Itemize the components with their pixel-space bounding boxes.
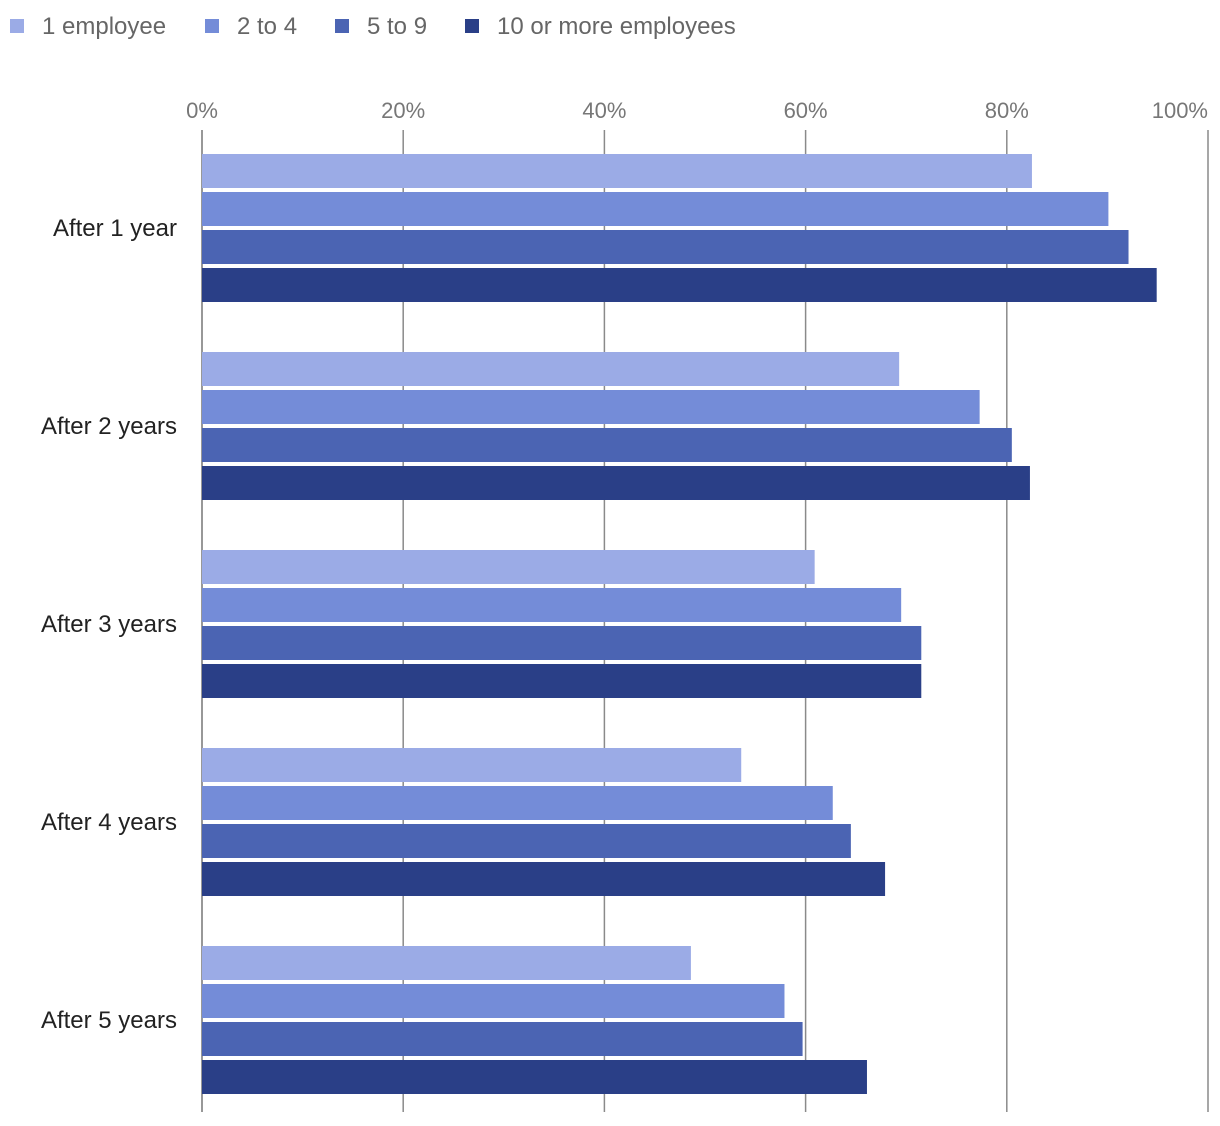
legend-swatch	[335, 19, 349, 33]
x-tick-label: 100%	[1152, 98, 1208, 123]
bar	[202, 154, 1032, 188]
bars	[202, 154, 1157, 1094]
x-tick-label: 0%	[186, 98, 218, 123]
bar	[202, 626, 922, 660]
bar	[202, 786, 833, 820]
bar	[202, 862, 886, 896]
bar	[202, 268, 1157, 302]
legend-label: 1 employee	[42, 13, 166, 40]
bar	[202, 352, 900, 386]
category-label: After 5 years	[41, 1007, 177, 1034]
x-axis-ticks: 0% 20% 40% 60% 80% 100%	[186, 98, 1208, 123]
category-label: After 2 years	[41, 413, 177, 440]
x-tick-label: 60%	[784, 98, 828, 123]
y-axis-categories: After 1 year After 2 years After 3 years Af…	[41, 215, 177, 1034]
bar	[202, 1022, 803, 1056]
legend-label: 10 or more employees	[497, 13, 736, 40]
category-label: After 1 year	[53, 215, 177, 242]
legend-swatch	[205, 19, 219, 33]
bar	[202, 192, 1109, 226]
bar	[202, 550, 815, 584]
bar	[202, 1060, 867, 1094]
x-tick-label: 80%	[985, 98, 1029, 123]
bar	[202, 428, 1012, 462]
legend-label: 2 to 4	[237, 13, 297, 40]
legend: 1 employee 2 to 4 5 to 9 10 or more employe…	[10, 13, 736, 40]
legend-swatch	[465, 19, 479, 33]
bar	[202, 230, 1129, 264]
x-tick-label: 20%	[381, 98, 425, 123]
bar	[202, 984, 785, 1018]
bar	[202, 588, 902, 622]
bar	[202, 946, 691, 980]
bar	[202, 390, 980, 424]
x-tick-label: 40%	[582, 98, 626, 123]
category-label: After 4 years	[41, 809, 177, 836]
bar	[202, 664, 922, 698]
bar	[202, 466, 1030, 500]
bar	[202, 748, 742, 782]
legend-swatch	[10, 19, 24, 33]
bar	[202, 824, 851, 858]
category-label: After 3 years	[41, 611, 177, 638]
legend-label: 5 to 9	[367, 13, 427, 40]
